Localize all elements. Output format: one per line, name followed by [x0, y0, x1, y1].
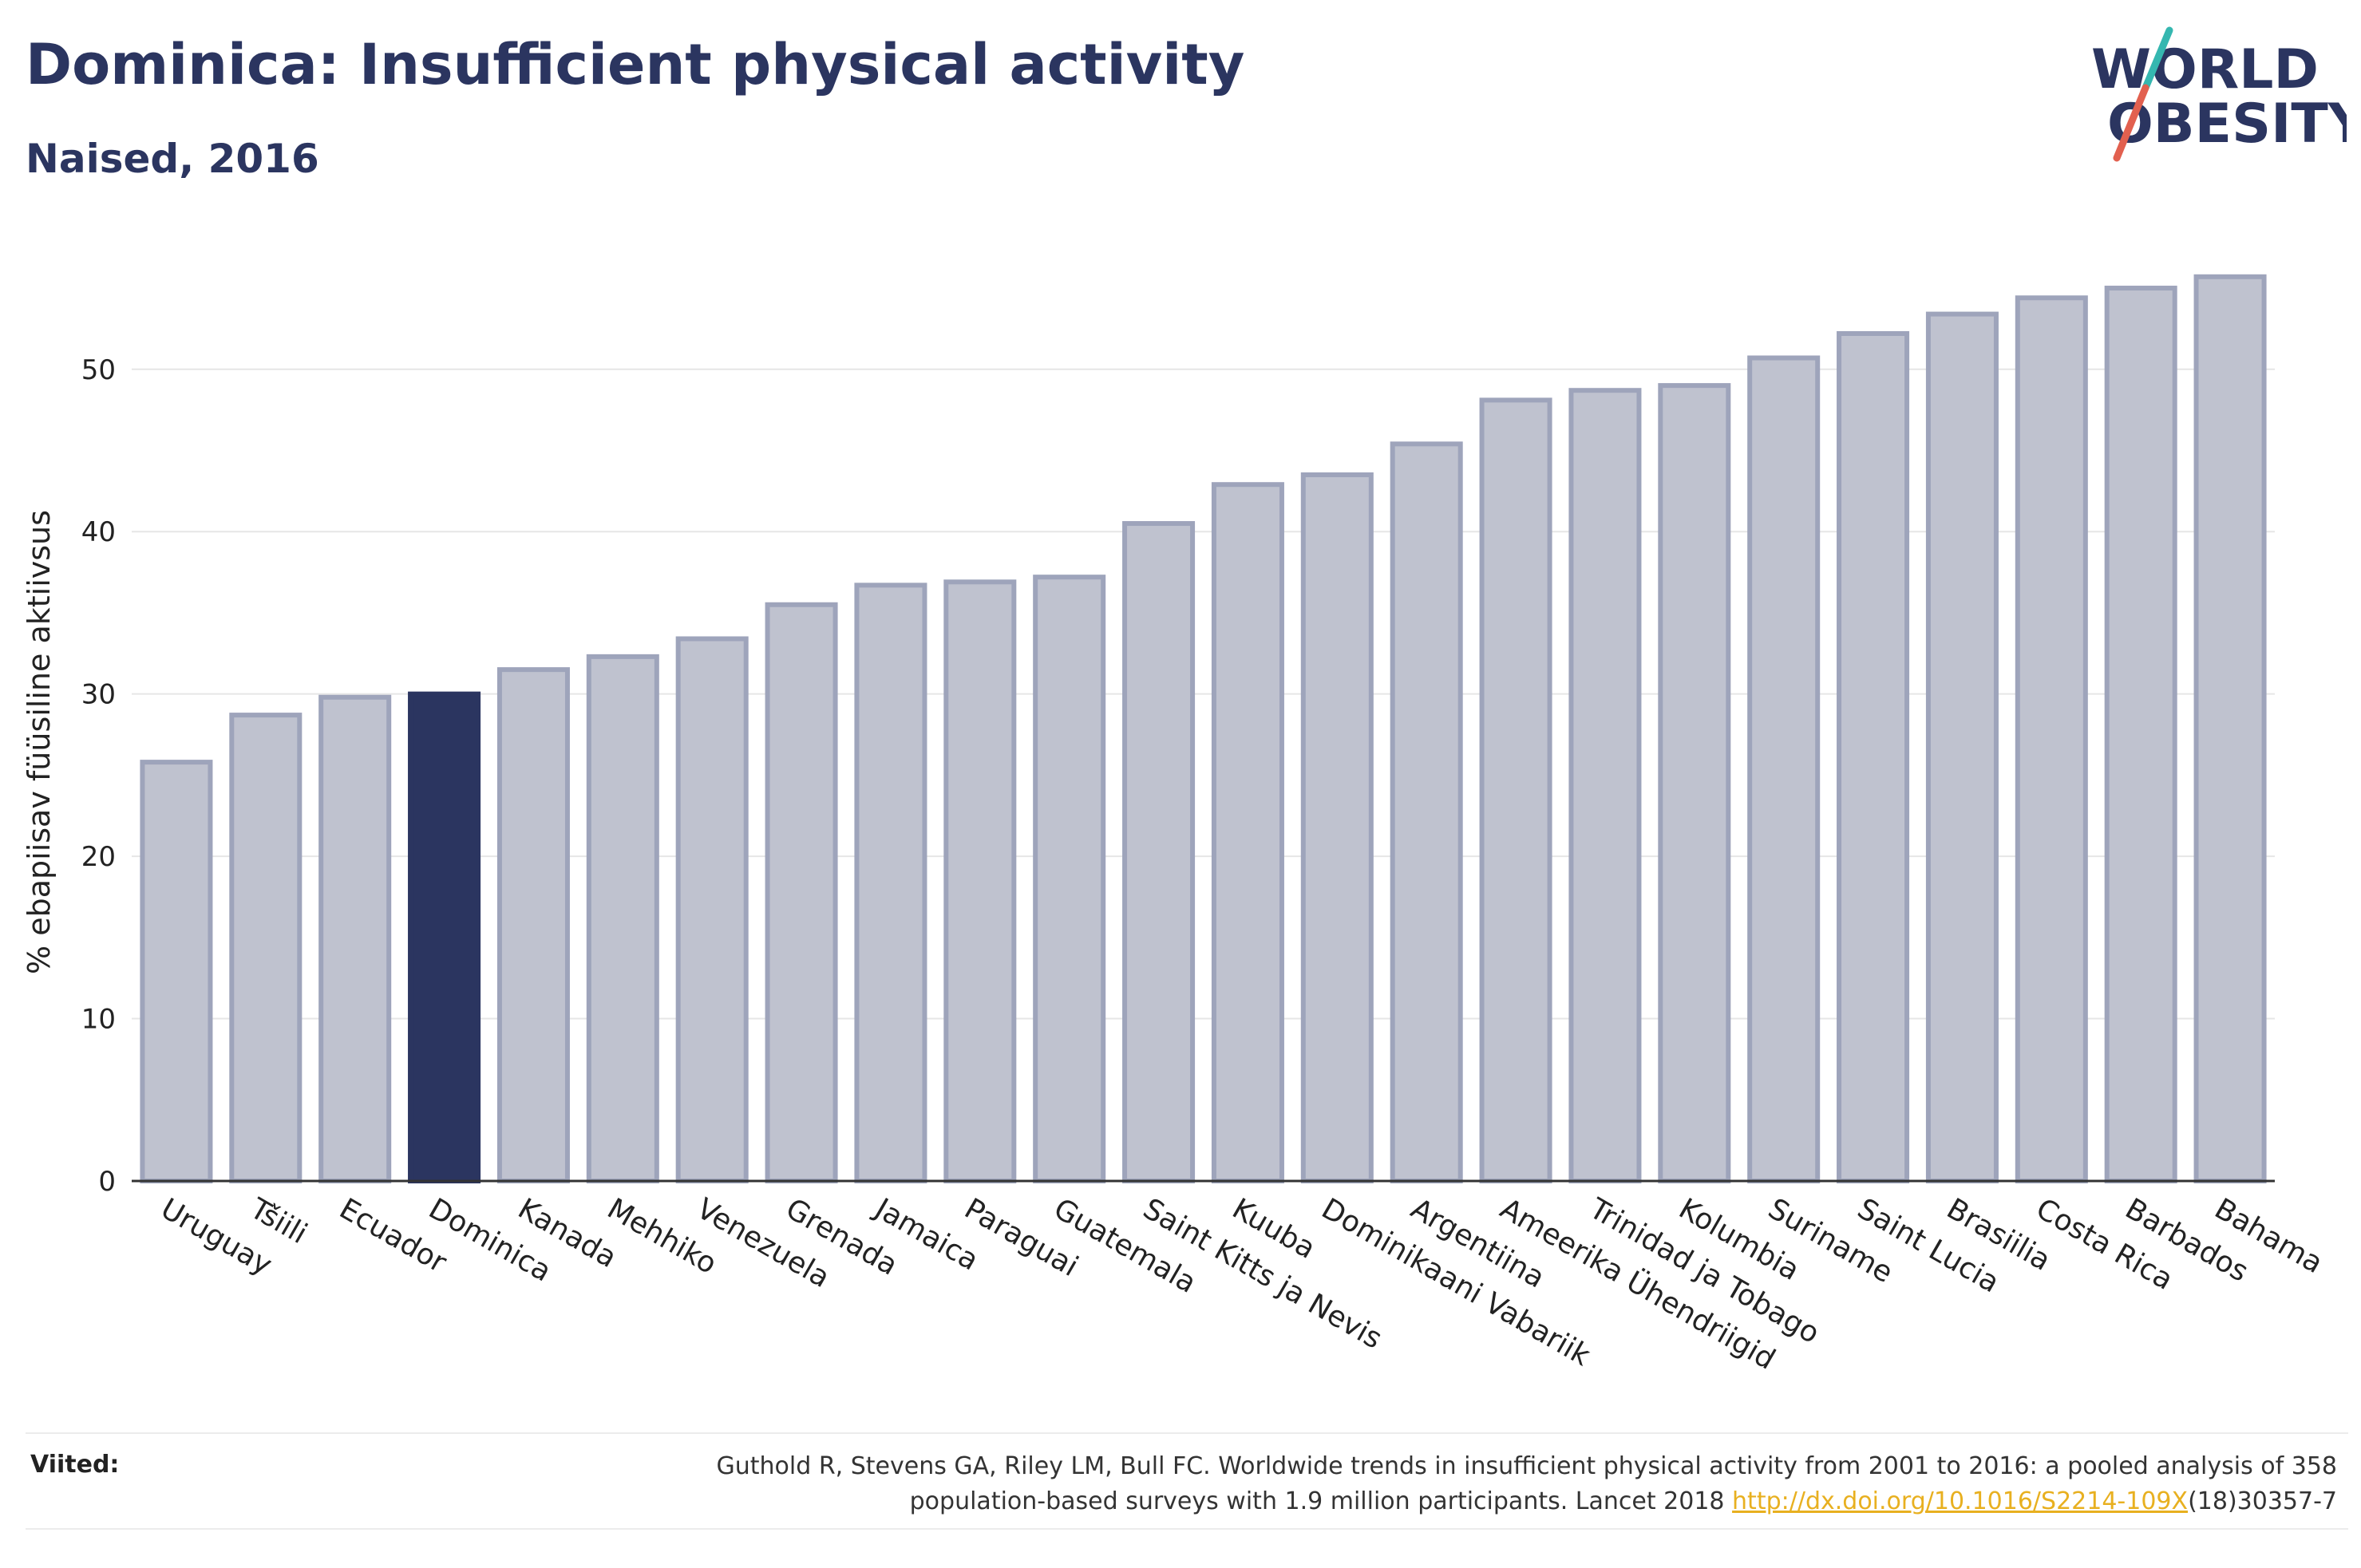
- references-line-2-post: (18)30357-7: [2188, 1487, 2337, 1515]
- references-divider-top: [26, 1432, 2348, 1434]
- y-axis-label: % ebapiisav füüsiline aktiivsus: [22, 510, 57, 974]
- bar-kolumbia[interactable]: [1658, 383, 1731, 1183]
- world-obesity-logo: WORLD OBESITY: [2091, 26, 2347, 162]
- bar-barbados[interactable]: [2104, 286, 2177, 1184]
- bar-guatemala[interactable]: [1033, 575, 1106, 1183]
- logo-text-obesity: OBESITY: [2107, 93, 2347, 156]
- bar-ameerika-hendriigid[interactable]: [1479, 397, 1552, 1183]
- references-doi-link[interactable]: http://dx.doi.org/10.1016/S2214-109X: [1732, 1487, 2189, 1515]
- y-tick-label: 40: [81, 516, 116, 548]
- grid-lines: [132, 368, 2275, 1020]
- logo-slash-teal: [2142, 26, 2173, 92]
- y-tick-label: 50: [81, 354, 116, 386]
- bar-venezuela[interactable]: [675, 636, 749, 1183]
- bar-dominica[interactable]: [408, 691, 481, 1183]
- y-tick-labels: 0 10 20 30 40 50: [81, 354, 116, 1198]
- chart-subtitle: Naised, 2016: [26, 136, 319, 182]
- references-label: Viited:: [30, 1451, 120, 1479]
- bar-suriname[interactable]: [1747, 355, 1821, 1184]
- bar-mehhiko[interactable]: [586, 654, 659, 1183]
- logo-text-world: WORLD: [2091, 38, 2319, 101]
- bar-grenada[interactable]: [765, 602, 838, 1183]
- bar-ecuador[interactable]: [318, 694, 392, 1183]
- bar-costa-rica[interactable]: [2015, 295, 2088, 1184]
- bar-kuuba[interactable]: [1211, 482, 1284, 1183]
- chart-title: Dominica: Insufficient physical activity: [26, 32, 1245, 97]
- bar-uruguay[interactable]: [140, 760, 213, 1183]
- bar-saint-lucia[interactable]: [1837, 331, 1910, 1183]
- y-tick-label: 20: [81, 841, 116, 873]
- y-tick-label: 30: [81, 679, 116, 711]
- bar-dominikaani-vabariik[interactable]: [1300, 472, 1374, 1183]
- bar-saint-kitts-ja-nevis[interactable]: [1122, 521, 1196, 1183]
- y-tick-label: 10: [81, 1004, 116, 1036]
- references-line-2-pre: population-based surveys with 1.9 millio…: [909, 1487, 1733, 1515]
- bar-jamaica[interactable]: [854, 583, 927, 1183]
- bar-trinidad-ja-tobago[interactable]: [1568, 388, 1642, 1183]
- bar-argentiina[interactable]: [1390, 441, 1463, 1183]
- references-line-1: Guthold R, Stevens GA, Riley LM, Bull FC…: [716, 1452, 2337, 1480]
- bars: [140, 274, 2267, 1184]
- bar-paraguai[interactable]: [943, 579, 1017, 1183]
- bar-t-iili[interactable]: [229, 713, 303, 1183]
- bar-brasiilia[interactable]: [1925, 311, 1999, 1184]
- bar-bahama[interactable]: [2193, 274, 2267, 1183]
- references-text: Guthold R, Stevens GA, Riley LM, Bull FC…: [501, 1449, 2337, 1519]
- y-tick-label: 0: [98, 1166, 116, 1198]
- bar-kanada[interactable]: [496, 667, 570, 1183]
- logo-slash-red: [2113, 84, 2149, 162]
- references-divider-bottom: [26, 1528, 2348, 1530]
